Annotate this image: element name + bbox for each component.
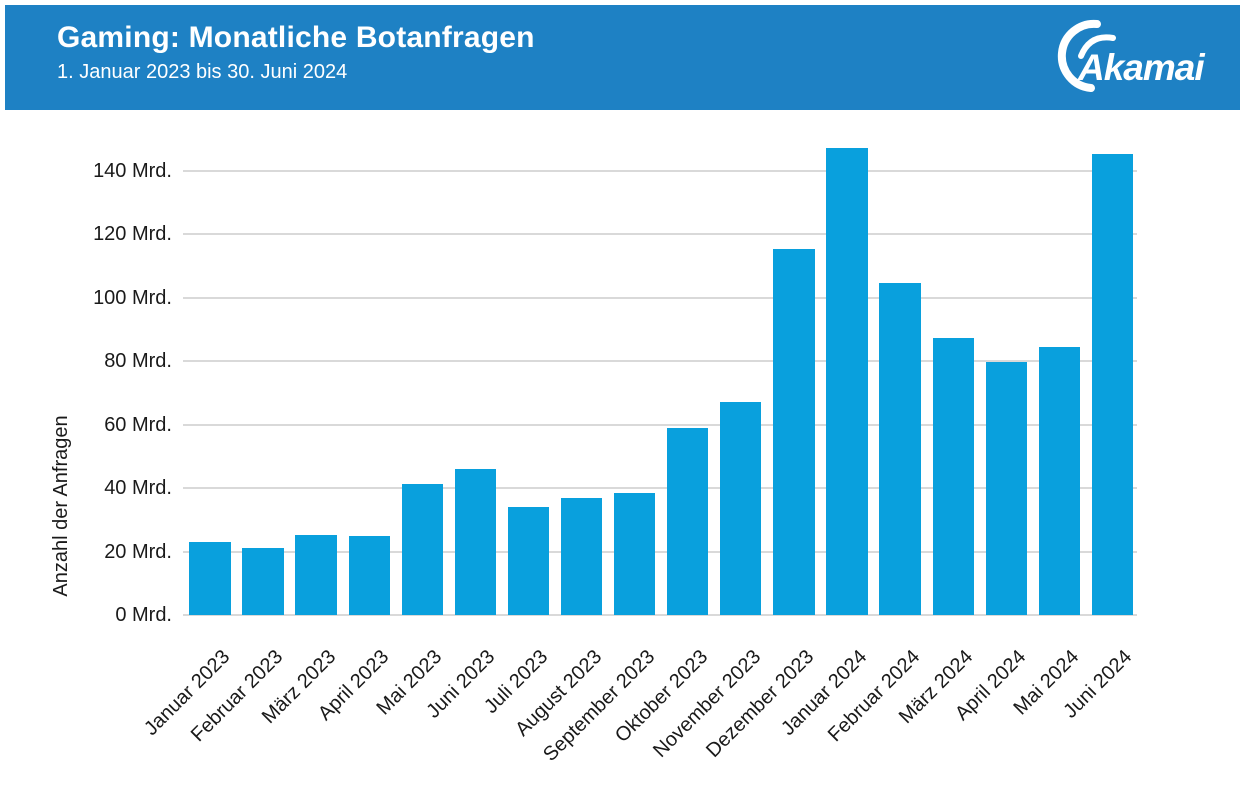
bar-april-2024 [985, 361, 1027, 615]
bar-juni-2023 [454, 469, 497, 615]
bar-januar-2023 [189, 542, 231, 615]
bar-mai-2023 [401, 483, 443, 615]
y-tick-label: 140 Mrd. [93, 159, 172, 182]
bar-februar-2024 [879, 283, 921, 615]
bar-maerz-2024 [932, 338, 974, 615]
bar-april-2023 [348, 536, 390, 615]
bar-juli-2023 [507, 507, 550, 615]
y-tick-label: 0 Mrd. [115, 604, 172, 626]
akamai-logo: Akamai [1050, 19, 1210, 97]
bar-januar-2024 [826, 148, 868, 615]
bar-maerz-2023 [295, 535, 337, 615]
bar-juni-2024 [1091, 153, 1134, 615]
y-tick-label: 40 Mrd. [104, 477, 172, 500]
bar-dezember-2023 [773, 249, 815, 615]
y-tick-label: 120 Mrd. [93, 223, 172, 246]
page-title: Gaming: Monatliche Botanfragen [57, 21, 535, 54]
y-tick-label: 100 Mrd. [93, 286, 172, 309]
bar-november-2023 [720, 402, 762, 615]
gridline-120 [183, 233, 1137, 236]
bar-august-2023 [560, 497, 603, 615]
header-banner: Gaming: Monatliche Botanfragen 1. Januar… [5, 5, 1240, 110]
bar-februar-2023 [242, 548, 284, 615]
y-tick-label: 20 Mrd. [104, 540, 172, 563]
bar-mai-2024 [1038, 346, 1081, 615]
akamai-logo-text: Akamai [1077, 47, 1205, 88]
akamai-logo-icon: Akamai [1057, 19, 1206, 92]
gridline-20 [183, 550, 1137, 553]
bar-september-2023 [614, 492, 656, 615]
gridline-60 [183, 423, 1137, 426]
bar-chart: Anzahl der Anfragen 0 Mrd. 20 Mrd. 40 Mrd.… [0, 110, 1245, 800]
page-subtitle: 1. Januar 2023 bis 30. Juni 2024 [57, 61, 348, 83]
gridline-140 [183, 169, 1137, 172]
bar-oktober-2023 [667, 428, 709, 615]
y-tick-label: 80 Mrd. [104, 350, 172, 373]
gridline-40 [183, 487, 1137, 490]
gridline-80 [183, 360, 1137, 363]
y-tick-label: 60 Mrd. [104, 413, 172, 436]
gridline-100 [183, 296, 1137, 299]
gridline-0 [183, 614, 1137, 616]
header-text-block: Gaming: Monatliche Botanfragen 1. Januar… [57, 20, 535, 84]
